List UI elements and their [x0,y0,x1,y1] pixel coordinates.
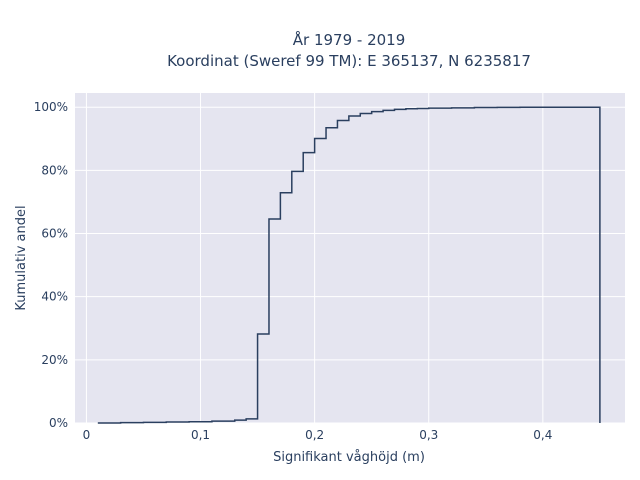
y-tick-label-3: 60% [41,227,68,241]
y-tick-label-5: 100% [34,100,68,114]
x-tick-label-0: 0 [83,428,91,442]
y-tick-label-2: 40% [41,290,68,304]
y-axis-ticks: 0% 20% 40% 60% 80% 100% [34,100,68,430]
chart-subtitle: Koordinat (Sweref 99 TM): E 365137, N 62… [167,52,531,70]
plot-area [75,93,625,423]
series-layer [97,106,601,424]
x-axis-ticks: 0 0,1 0,2 0,3 0,4 [83,428,553,442]
x-axis-label: Signifikant våghöjd (m) [273,450,425,465]
y-tick-label-0: 0% [49,416,68,430]
x-tick-label-3: 0,3 [419,428,438,442]
x-tick-label-4: 0,4 [533,428,552,442]
x-tick-label-2: 0,2 [305,428,324,442]
x-tick-label-1: 0,1 [191,428,210,442]
y-tick-label-4: 80% [41,163,68,177]
chart-title: År 1979 - 2019 [293,30,406,49]
series-line-0 [97,106,601,424]
y-axis-label: Kumulativ andel [14,205,29,310]
y-tick-label-1: 20% [41,353,68,367]
